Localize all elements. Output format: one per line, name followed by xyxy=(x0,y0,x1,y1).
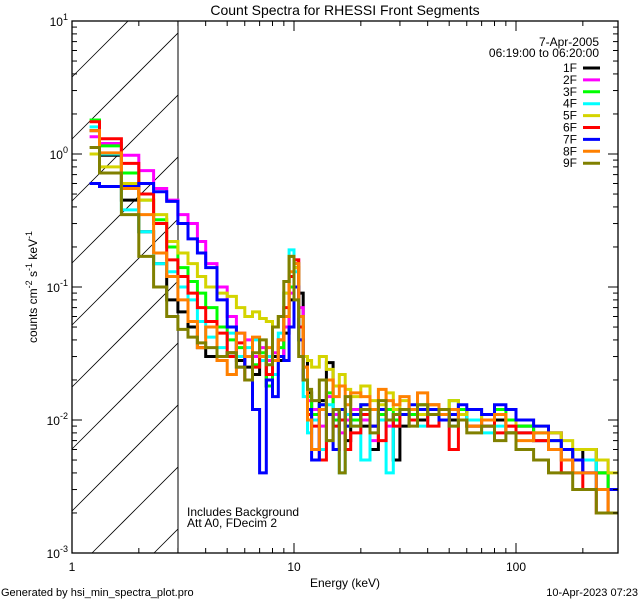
annotation-background: Includes Background xyxy=(187,505,299,519)
legend-date: 7-Apr-2005 xyxy=(539,35,599,49)
x-axis-label: Energy (keV) xyxy=(310,576,380,590)
hatch-line xyxy=(153,528,179,554)
series-line-7F xyxy=(89,182,618,491)
legend-label-7F: 7F xyxy=(563,132,577,146)
y-tick-label: 100 xyxy=(50,145,68,162)
legend: 7-Apr-2005 06:19:00 to 06:20:00 1F2F3F4F… xyxy=(489,35,600,170)
y-tick-label: 101 xyxy=(50,12,68,29)
y-tick-label: 10-1 xyxy=(47,278,68,295)
x-tick-label: 10 xyxy=(287,560,301,574)
series-line-9F xyxy=(89,146,618,515)
y-tick-label: 10-3 xyxy=(47,544,68,561)
x-tick-label: 1 xyxy=(69,560,76,574)
footer-timestamp: 10-Apr-2023 07:23 xyxy=(546,587,638,599)
legend-label-9F: 9F xyxy=(563,156,577,170)
legend-label-6F: 6F xyxy=(563,121,577,135)
footer-generated-by: Generated by hsi_min_spectra_plot.pro xyxy=(1,587,194,599)
hatch-line xyxy=(71,20,129,78)
legend-label-3F: 3F xyxy=(563,85,577,99)
hatch-line xyxy=(71,280,179,388)
hatch-line xyxy=(71,342,179,450)
y-tick-label: 10-2 xyxy=(47,411,68,428)
x-tick-label: 100 xyxy=(506,560,526,574)
legend-label-2F: 2F xyxy=(563,73,577,87)
legend-label-4F: 4F xyxy=(563,97,577,111)
series-line-2F xyxy=(89,135,618,491)
chart-title: Count Spectra for RHESSI Front Segments xyxy=(210,2,479,18)
hatch-line xyxy=(91,466,179,554)
annotation-attenuator: Att A0, FDecim 2 xyxy=(187,516,277,530)
legend-label-5F: 5F xyxy=(563,109,577,123)
legend-label-1F: 1F xyxy=(563,61,577,75)
hatch-line xyxy=(71,32,179,140)
series-line-1F xyxy=(89,129,618,491)
legend-time-range: 06:19:00 to 06:20:00 xyxy=(489,46,599,60)
hatch-line xyxy=(71,218,179,326)
hatch-line xyxy=(71,404,179,512)
y-axis-label: counts cm-2 s-1 keV-1 xyxy=(24,231,40,343)
series-line-4F xyxy=(89,125,618,515)
series-line-8F xyxy=(89,129,618,515)
legend-label-8F: 8F xyxy=(563,144,577,158)
